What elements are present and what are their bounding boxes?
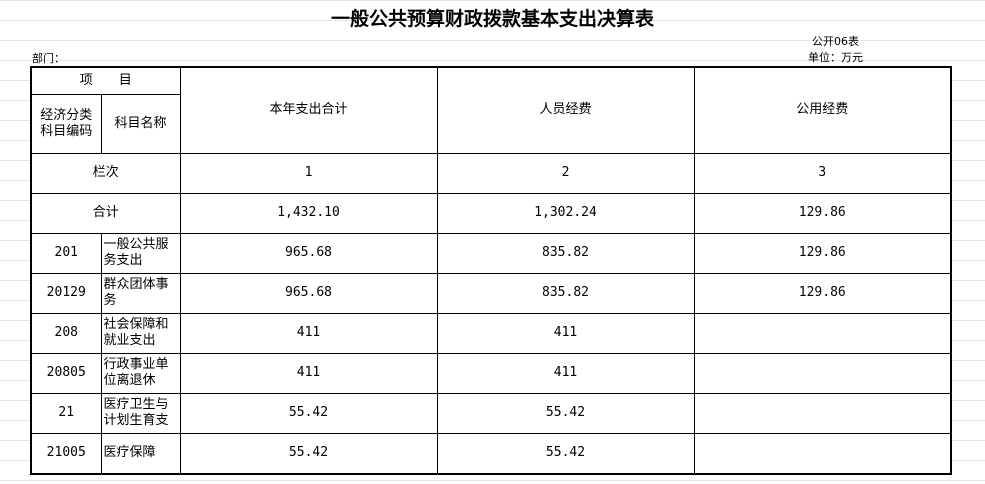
table-body: 项 目 本年支出合计 人员经费 公用经费 经济分类科目编码 科目名称 栏次 1 … [30,66,952,474]
data-row: 21 医疗卫生与计划生育支 55.42 55.42 [30,392,952,434]
row-value: 55.42 [436,432,695,474]
code-header: 经济分类科目编码 [30,93,102,154]
data-row: 21005 医疗保障 55.42 55.42 [30,432,952,474]
empty-cell [693,352,952,394]
row-value: 411 [179,352,438,394]
row-code: 208 [30,312,102,354]
column-header: 人员经费 [436,66,695,154]
data-row: 20129 群众团体事务 965.68 835.82 129.86 [30,272,952,314]
row-value: 411 [436,352,695,394]
title: 一般公共预算财政拨款基本支出决算表 [330,8,654,30]
empty-cell [693,432,952,474]
row-name: 群众团体事务 [100,272,181,314]
total-row: 合计 1,432.10 1,302.24 129.86 [30,192,952,234]
row-value: 411 [436,312,695,354]
column-index: 1 [179,152,438,194]
data-row: 20805 行政事业单位离退休 411 411 [30,352,952,394]
expenditure-table: 项 目 本年支出合计 人员经费 公用经费 经济分类科目编码 科目名称 栏次 1 … [30,66,952,475]
row-value: 129.86 [693,232,952,274]
row-value: 835.82 [436,272,695,314]
data-row: 208 社会保障和就业支出 411 411 [30,312,952,354]
row-name: 社会保障和就业支出 [100,312,181,354]
item-header: 项 目 [30,66,181,95]
unit: 单位：万元 [808,51,863,64]
data-row: 201 一般公共服务支出 965.68 835.82 129.86 [30,232,952,274]
column-header: 本年支出合计 [179,66,438,154]
row-value: 411 [179,312,438,354]
row-value: 55.42 [179,432,438,474]
row-code: 21005 [30,432,102,474]
column-index: 3 [693,152,952,194]
total-value: 1,302.24 [436,192,695,234]
row-value: 965.68 [179,232,438,274]
form-code: 公开06表 [812,35,859,48]
total-label: 合计 [30,192,181,234]
index-label: 栏次 [30,152,181,194]
header-row: 经济分类科目编码 科目名称 [30,93,951,154]
row-code: 201 [30,232,102,274]
row-name: 行政事业单位离退休 [100,352,181,394]
empty-cell [693,312,952,354]
row-name: 一般公共服务支出 [100,232,181,274]
total-value: 129.86 [693,192,952,234]
row-code: 20805 [30,352,102,394]
row-code: 20129 [30,272,102,314]
row-value: 965.68 [179,272,438,314]
index-row: 栏次 1 2 3 [30,152,952,194]
total-value: 1,432.10 [179,192,438,234]
row-value: 55.42 [436,392,695,434]
department: 部门： [32,52,65,65]
header-row: 项 目 本年支出合计 人员经费 公用经费 [30,66,952,154]
column-header: 公用经费 [693,66,952,154]
column-index: 2 [436,152,695,194]
row-value: 129.86 [693,272,952,314]
name-header: 科目名称 [100,93,181,154]
row-value: 835.82 [436,232,695,274]
row-name: 医疗保障 [100,432,181,474]
empty-cell [693,392,952,434]
row-code: 21 [30,392,102,434]
row-value: 55.42 [179,392,438,434]
row-name: 医疗卫生与计划生育支 [100,392,181,434]
